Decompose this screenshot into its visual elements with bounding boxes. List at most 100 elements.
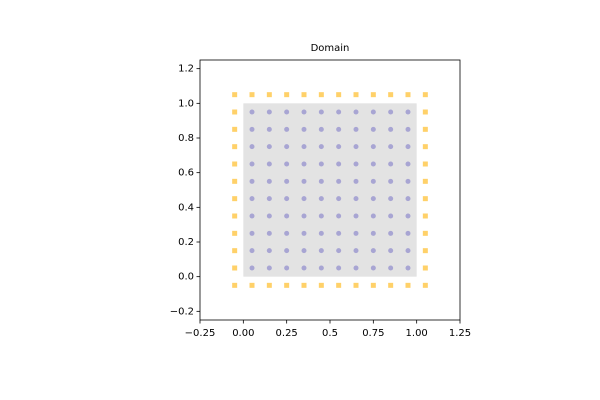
interior-point xyxy=(284,213,290,219)
domain-box xyxy=(243,103,417,277)
y-tick-label: 0.8 xyxy=(178,133,194,144)
interior-point xyxy=(353,144,359,150)
boundary-point xyxy=(422,161,428,167)
interior-point xyxy=(249,248,255,254)
y-tick-label: 0.4 xyxy=(178,202,194,213)
interior-point xyxy=(301,161,307,167)
boundary-point xyxy=(336,92,342,98)
interior-point xyxy=(353,213,359,219)
interior-point xyxy=(266,126,272,132)
interior-point xyxy=(370,248,376,254)
interior-point xyxy=(353,230,359,236)
interior-point xyxy=(388,161,394,167)
boundary-point xyxy=(284,92,290,98)
boundary-point xyxy=(405,282,411,288)
x-tick-label: 1.00 xyxy=(406,328,428,339)
interior-point xyxy=(370,196,376,202)
interior-point xyxy=(405,126,411,132)
interior-point xyxy=(318,109,324,115)
interior-point xyxy=(388,213,394,219)
interior-point xyxy=(301,109,307,115)
interior-point xyxy=(405,178,411,184)
interior-point xyxy=(370,144,376,150)
interior-point xyxy=(353,109,359,115)
y-tick-label: 1.0 xyxy=(178,98,194,109)
y-tick-label: 0.2 xyxy=(178,237,194,248)
interior-point xyxy=(249,178,255,184)
interior-point xyxy=(301,196,307,202)
interior-point xyxy=(266,178,272,184)
interior-point xyxy=(266,109,272,115)
interior-point xyxy=(301,265,307,271)
chart-title: Domain xyxy=(311,43,350,54)
interior-point xyxy=(370,230,376,236)
boundary-point xyxy=(422,92,428,98)
interior-point xyxy=(249,126,255,132)
interior-point xyxy=(336,213,342,219)
interior-point xyxy=(336,178,342,184)
boundary-point xyxy=(249,282,255,288)
interior-point xyxy=(249,161,255,167)
interior-point xyxy=(318,248,324,254)
interior-point xyxy=(266,230,272,236)
interior-point xyxy=(249,109,255,115)
boundary-point xyxy=(249,92,255,98)
interior-point xyxy=(301,178,307,184)
y-tick-label: 1.2 xyxy=(178,64,194,75)
interior-point xyxy=(336,161,342,167)
interior-point xyxy=(284,248,290,254)
interior-point xyxy=(266,161,272,167)
interior-point xyxy=(249,213,255,219)
interior-point xyxy=(284,126,290,132)
interior-point xyxy=(249,230,255,236)
interior-point xyxy=(301,248,307,254)
x-tick-label: 0.5 xyxy=(322,328,338,339)
interior-point xyxy=(284,178,290,184)
interior-point xyxy=(370,161,376,167)
boundary-point xyxy=(318,282,324,288)
interior-point xyxy=(388,144,394,150)
interior-point xyxy=(353,126,359,132)
interior-point xyxy=(353,161,359,167)
boundary-point xyxy=(266,282,272,288)
interior-point xyxy=(370,178,376,184)
boundary-point xyxy=(422,248,428,254)
x-tick-label: 0.25 xyxy=(276,328,298,339)
interior-point xyxy=(284,109,290,115)
interior-point xyxy=(388,265,394,271)
boundary-point xyxy=(232,213,238,219)
interior-point xyxy=(336,196,342,202)
interior-point xyxy=(249,196,255,202)
x-tick-label: 1.25 xyxy=(449,328,471,339)
interior-point xyxy=(336,109,342,115)
interior-point xyxy=(301,126,307,132)
interior-point xyxy=(318,178,324,184)
interior-point xyxy=(353,248,359,254)
boundary-point xyxy=(422,126,428,132)
interior-point xyxy=(318,144,324,150)
interior-point xyxy=(318,126,324,132)
interior-point xyxy=(318,265,324,271)
interior-point xyxy=(370,265,376,271)
boundary-point xyxy=(388,92,394,98)
interior-point xyxy=(266,213,272,219)
boundary-point xyxy=(232,265,238,271)
boundary-point xyxy=(370,282,376,288)
x-tick-label: 0.75 xyxy=(362,328,384,339)
interior-point xyxy=(388,178,394,184)
boundary-point xyxy=(336,282,342,288)
interior-point xyxy=(336,248,342,254)
x-tick-label: −0.25 xyxy=(185,328,216,339)
interior-point xyxy=(284,161,290,167)
interior-point xyxy=(284,196,290,202)
interior-point xyxy=(336,230,342,236)
boundary-point xyxy=(388,282,394,288)
boundary-point xyxy=(301,282,307,288)
interior-point xyxy=(388,126,394,132)
interior-point xyxy=(266,144,272,150)
boundary-point xyxy=(232,178,238,184)
interior-point xyxy=(388,230,394,236)
interior-point xyxy=(336,144,342,150)
boundary-point xyxy=(422,282,428,288)
